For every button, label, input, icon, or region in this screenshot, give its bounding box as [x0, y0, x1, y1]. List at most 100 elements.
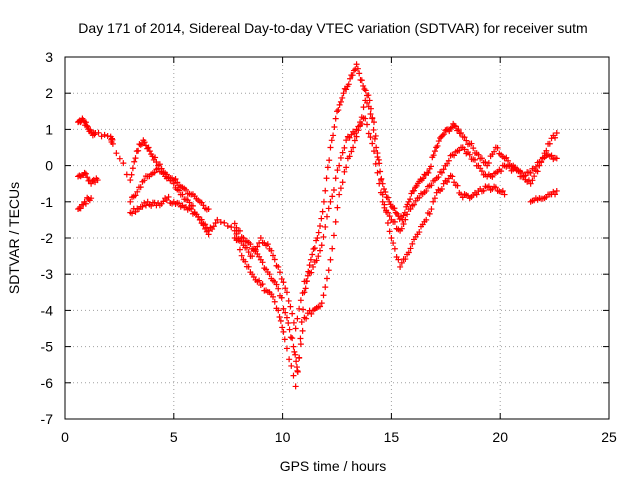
data-point-fill — [391, 205, 398, 212]
data-point — [370, 148, 377, 155]
data-point — [127, 177, 134, 184]
data-point-fill — [343, 164, 350, 171]
x-tick-label: 5 — [170, 429, 178, 445]
data-point-fill — [343, 137, 350, 144]
data-point-fill — [80, 201, 87, 208]
data-point-fill — [529, 177, 536, 184]
data-point-fill — [332, 115, 339, 122]
data-point-fill — [285, 297, 292, 304]
data-point-fill — [309, 251, 316, 258]
data-point-fill — [297, 297, 304, 304]
data-point-fill — [346, 134, 353, 141]
data-point — [431, 195, 438, 202]
data-point-fill — [235, 237, 242, 244]
data-point-fill — [485, 160, 492, 167]
data-point-fill — [326, 157, 333, 164]
data-point-fill — [165, 193, 172, 200]
data-point — [283, 314, 290, 321]
data-point-fill — [129, 165, 136, 172]
data-point — [179, 191, 186, 198]
data-point-fill — [132, 192, 139, 199]
data-point-fill — [280, 279, 287, 286]
data-point-fill — [404, 201, 411, 208]
data-point — [553, 155, 560, 162]
data-point-fill — [89, 177, 96, 184]
data-point-fill — [271, 256, 278, 263]
data-point-fill — [499, 187, 506, 194]
data-point-fill — [297, 335, 304, 342]
data-point-fill — [176, 187, 183, 194]
y-tick-label: -1 — [41, 194, 54, 210]
data-point-fill — [270, 293, 277, 300]
data-point-fill — [298, 319, 305, 326]
data-point-fill — [428, 182, 435, 189]
data-point-fill — [341, 144, 348, 151]
data-point-fill — [377, 176, 384, 183]
data-point-fill — [459, 194, 466, 201]
data-point-fill — [435, 174, 442, 181]
data-point — [392, 209, 399, 216]
data-point-fill — [433, 144, 440, 151]
data-point-fill — [400, 212, 407, 219]
data-point-fill — [325, 267, 332, 274]
data-point-fill — [356, 70, 363, 77]
data-point-fill — [461, 146, 468, 153]
data-point-fill — [473, 191, 480, 198]
data-point-fill — [200, 202, 207, 209]
data-point — [492, 184, 499, 191]
data-point-fill — [444, 179, 451, 186]
data-point — [370, 119, 377, 126]
data-point-fill — [310, 246, 317, 253]
data-point — [353, 61, 360, 68]
data-point-fill — [365, 103, 372, 110]
data-point — [188, 206, 195, 213]
data-point-fill — [454, 182, 461, 189]
data-point-fill — [430, 198, 437, 205]
data-point-fill — [311, 245, 318, 252]
data-point-fill — [355, 127, 362, 134]
data-point-fill — [494, 144, 501, 151]
data-point — [205, 227, 212, 234]
data-point-fill — [245, 263, 252, 270]
data-point-fill — [354, 65, 361, 72]
data-point-fill — [390, 240, 397, 247]
data-point-fill — [349, 72, 356, 79]
data-point-fill — [300, 306, 307, 313]
data-point — [83, 122, 90, 129]
data-point-fill — [165, 174, 172, 181]
data-point-fill — [371, 135, 378, 142]
data-point-fill — [221, 219, 228, 226]
data-point-fill — [156, 161, 163, 168]
data-point-fill — [377, 168, 384, 175]
data-point-fill — [293, 358, 300, 365]
data-point-fill — [98, 133, 105, 140]
data-point — [431, 148, 438, 155]
data-point-fill — [149, 153, 156, 160]
data-point-fill — [317, 223, 324, 230]
data-point-fill — [254, 243, 261, 250]
data-point-fill — [129, 210, 136, 217]
data-point-fill — [372, 132, 379, 139]
data-point — [334, 108, 340, 115]
data-point-fill — [330, 232, 337, 239]
data-point-fill — [198, 216, 205, 223]
data-point-fill — [376, 180, 383, 187]
data-point — [292, 383, 299, 390]
series-sat-track-b — [75, 115, 560, 332]
data-point — [257, 235, 264, 241]
data-point-fill — [374, 150, 381, 157]
data-point-fill — [160, 198, 167, 205]
data-point-fill — [369, 114, 376, 121]
data-point — [527, 169, 534, 176]
data-point — [327, 144, 334, 151]
data-point-fill — [337, 154, 344, 161]
data-point-fill — [101, 131, 108, 138]
data-point-fill — [471, 156, 478, 163]
data-point-fill — [306, 262, 313, 269]
data-point-fill — [376, 160, 383, 167]
y-tick-label: -7 — [41, 411, 54, 427]
data-point-fill — [77, 205, 84, 212]
data-point-fill — [270, 252, 277, 259]
data-point-fill — [82, 170, 89, 177]
